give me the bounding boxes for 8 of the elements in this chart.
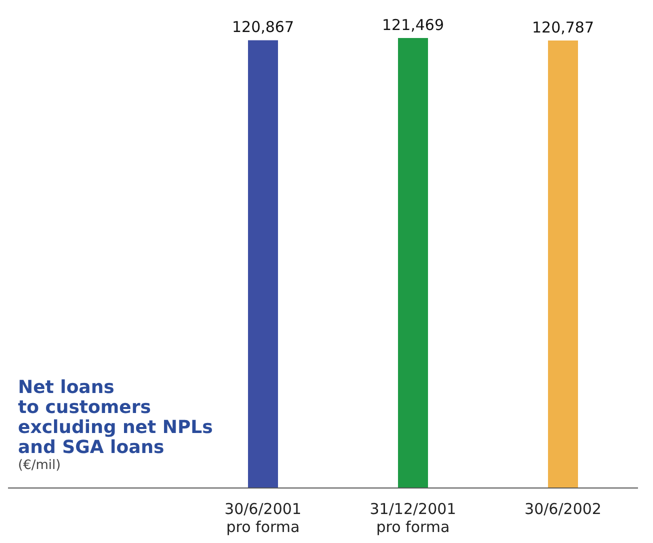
x-tick-label: 31/12/2001 pro forma xyxy=(370,500,456,536)
data-label: 120,787 xyxy=(532,18,594,37)
text: (€/mil) xyxy=(18,458,62,474)
data-label: 120,867 xyxy=(232,18,294,36)
x-tick-label: 30/6/2002 xyxy=(524,500,602,518)
x-tick-label: 30/6/2001 pro forma xyxy=(224,500,302,536)
text: Net loans to customers excluding net NPLs and SGA loans xyxy=(18,377,213,458)
data-label: 121,469 xyxy=(382,16,444,34)
